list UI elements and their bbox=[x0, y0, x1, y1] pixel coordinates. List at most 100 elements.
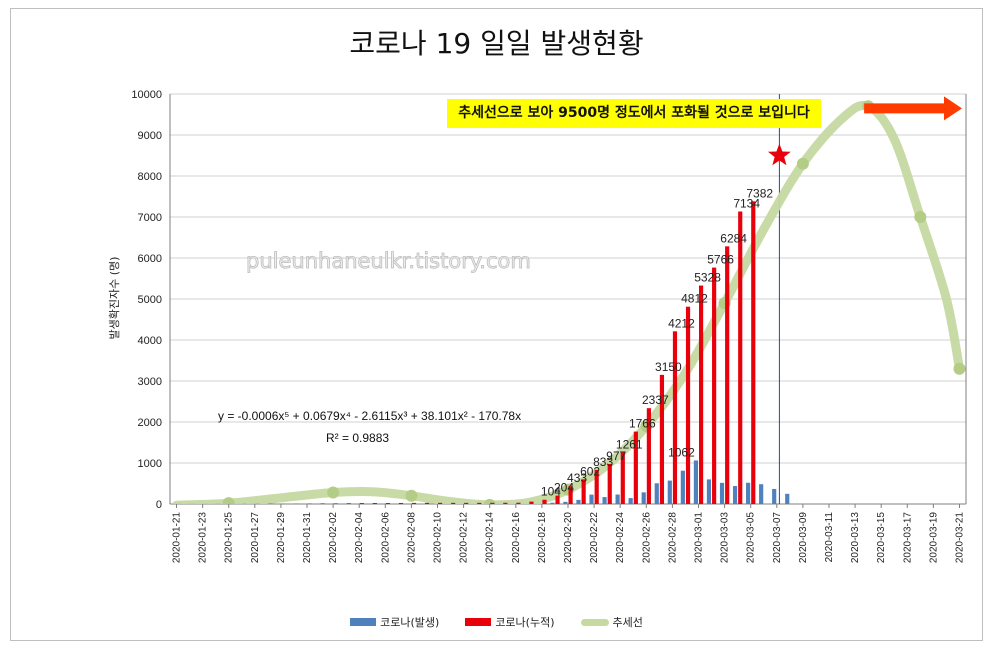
data-label: 6284 bbox=[720, 231, 747, 245]
bar-cumulative bbox=[712, 267, 717, 504]
bar-cumulative bbox=[659, 374, 665, 504]
x-tick-label: 2020-01-25 bbox=[224, 512, 235, 564]
y-tick-label: 0 bbox=[156, 499, 162, 511]
trendline-equation: y = -0.0006x⁵ + 0.0679x⁴ - 2.6115x³ + 38… bbox=[218, 409, 521, 423]
bar-cumulative bbox=[385, 503, 390, 504]
legend-label-cumulative: 코로나(누적) bbox=[495, 616, 555, 629]
x-tick-label: 2020-01-31 bbox=[302, 512, 313, 564]
bar-daily bbox=[680, 470, 685, 504]
bar-cumulative bbox=[725, 246, 730, 504]
bar-cumulative bbox=[646, 408, 651, 504]
trend-point bbox=[953, 362, 966, 375]
trend-point bbox=[222, 497, 235, 504]
bars bbox=[171, 201, 790, 505]
x-tick-label: 2020-02-26 bbox=[641, 512, 652, 564]
gridlines bbox=[170, 93, 966, 505]
x-tick-label: 2020-02-28 bbox=[667, 512, 678, 564]
x-tick-label: 2020-02-10 bbox=[433, 512, 444, 564]
y-tick-label: 10000 bbox=[131, 89, 162, 101]
saturation-annotation: 추세선으로 보아 9500명 정도에서 포화될 것으로 보입니다 bbox=[447, 99, 821, 128]
bar-cumulative bbox=[424, 502, 430, 504]
trend-curve bbox=[172, 100, 964, 504]
data-label: 5766 bbox=[707, 253, 734, 267]
y-tick-label: 2000 bbox=[138, 417, 162, 429]
legend-label-trend: 추세선 bbox=[612, 616, 643, 629]
bar-cumulative bbox=[490, 502, 495, 504]
bar-cumulative bbox=[477, 502, 482, 504]
saturation-arrow bbox=[864, 96, 962, 121]
bar-cumulative bbox=[438, 502, 443, 504]
x-tick-label: 2020-02-08 bbox=[406, 512, 417, 564]
bar-daily bbox=[654, 483, 659, 504]
legend-swatch-trend bbox=[580, 618, 609, 626]
x-tick-label: 2020-03-15 bbox=[876, 512, 887, 564]
bar-cumulative bbox=[451, 502, 456, 504]
trend-point bbox=[405, 489, 418, 502]
legend-item-cumulative: 코로나(누적) bbox=[465, 614, 555, 630]
x-tick-label: 2020-03-03 bbox=[720, 512, 731, 564]
data-label: 3150 bbox=[655, 360, 682, 374]
bar-cumulative bbox=[568, 486, 573, 504]
bar-daily bbox=[732, 486, 738, 504]
data-label: 7134 bbox=[733, 197, 760, 211]
x-tick-label: 2020-03-01 bbox=[693, 512, 704, 564]
x-tick-label: 2020-03-07 bbox=[772, 512, 783, 564]
x-tick-label: 2020-03-21 bbox=[954, 512, 965, 564]
x-tick-label: 2020-01-21 bbox=[172, 512, 183, 564]
x-tick-label: 2020-02-06 bbox=[380, 512, 391, 564]
data-label: 104 bbox=[541, 485, 561, 499]
bar-cumulative bbox=[372, 503, 377, 504]
bar-cumulative bbox=[581, 479, 586, 504]
data-label: 433 bbox=[567, 471, 587, 485]
trend-point bbox=[796, 157, 809, 170]
bar-cumulative bbox=[738, 211, 743, 505]
bar-cumulative bbox=[607, 463, 612, 504]
x-tick-label: 2020-03-11 bbox=[824, 512, 835, 563]
data-label: 833 bbox=[593, 455, 613, 469]
bar-daily bbox=[719, 482, 725, 504]
bar-daily bbox=[628, 498, 633, 504]
y-axis-label: 발생확진자수 (명) bbox=[108, 257, 121, 340]
bar-daily bbox=[759, 484, 764, 504]
legend: 코로나(발생) 코로나(누적) 추세선 bbox=[0, 614, 993, 630]
x-tick-label: 2020-02-12 bbox=[459, 512, 470, 564]
data-label: 204 bbox=[554, 481, 574, 495]
bar-daily bbox=[602, 497, 607, 504]
data-label: 4812 bbox=[681, 292, 708, 306]
x-tick-label: 2020-02-14 bbox=[485, 512, 496, 564]
markers bbox=[767, 96, 962, 166]
x-tick-label: 2020-02-22 bbox=[589, 512, 600, 564]
bar-daily bbox=[589, 494, 594, 504]
bar-daily bbox=[693, 460, 698, 504]
bar-daily bbox=[667, 480, 672, 504]
bar-cumulative bbox=[320, 503, 325, 504]
legend-item-trend: 추세선 bbox=[580, 614, 643, 630]
bar-cumulative bbox=[633, 431, 638, 504]
x-tick-label: 2020-03-17 bbox=[902, 512, 913, 564]
x-tick-label: 2020-02-20 bbox=[563, 512, 574, 564]
axes: 0 1000 2000 3000 4000 5000 6000 7000 8000 9000 100… bbox=[131, 89, 967, 564]
bar-cumulative bbox=[398, 502, 404, 504]
trend-point bbox=[483, 498, 496, 504]
bar-cumulative bbox=[464, 502, 469, 504]
bar-daily bbox=[550, 502, 555, 504]
x-tick-label: 2020-01-23 bbox=[198, 512, 209, 564]
x-tick-label: 2020-02-16 bbox=[511, 512, 522, 564]
x-tick-label: 2020-02-18 bbox=[537, 512, 548, 564]
legend-swatch-cumulative bbox=[465, 618, 492, 626]
y-tick-label: 4000 bbox=[138, 335, 162, 347]
y-tick-label: 6000 bbox=[138, 253, 162, 265]
bar-daily bbox=[615, 494, 620, 504]
data-label: 4212 bbox=[668, 316, 695, 330]
y-tick-label: 1000 bbox=[138, 458, 162, 470]
bar-cumulative bbox=[346, 503, 351, 504]
bar-cumulative bbox=[542, 499, 547, 504]
bar-cumulative bbox=[698, 285, 704, 504]
bar-daily bbox=[576, 499, 581, 504]
bar-cumulative bbox=[685, 306, 691, 504]
data-label: 602 bbox=[580, 464, 600, 478]
data-label: 977 bbox=[606, 449, 626, 463]
watermark: puleunhaneulkr.tistory.com bbox=[246, 249, 531, 273]
